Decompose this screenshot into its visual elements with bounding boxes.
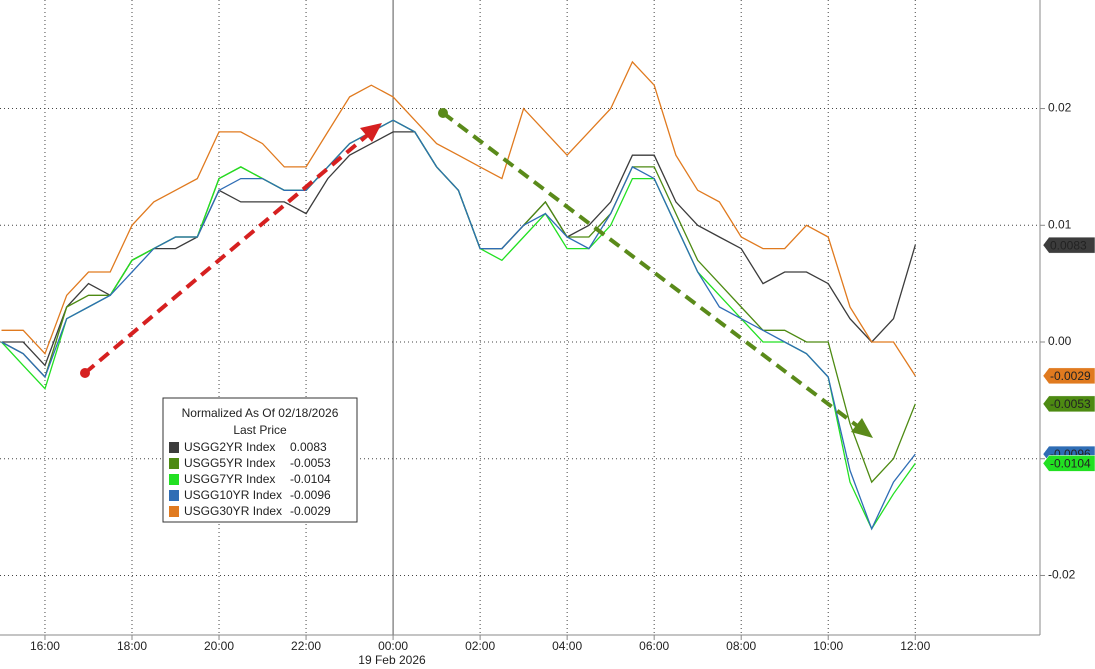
x-tick-label: 06:00 [639,639,669,653]
last-value-label: 0.0083 [1050,238,1087,252]
last-value-label: -0.0029 [1050,369,1091,383]
down-arrow [441,111,862,430]
up-arrow-start [80,368,90,378]
legend-value: -0.0053 [290,456,331,470]
last-value-tag [1042,395,1095,413]
x-tick-label: 02:00 [465,639,495,653]
y-tick-label: -0.02 [1048,568,1076,582]
last-value-tag [1042,236,1095,254]
tag-layer: 0.0083-0.0029-0.0053-0.0096-0.0104 [1042,236,1095,472]
x-tick-label: 20:00 [204,639,234,653]
legend-value: -0.0096 [290,488,331,502]
up-arrow-head [360,123,382,142]
last-value-label: -0.0053 [1050,397,1091,411]
legend-swatch [169,490,179,501]
up-arrow [83,131,372,375]
last-value-tag [1042,455,1095,472]
last-value-tag [1042,367,1095,385]
legend-name: USGG5YR Index [184,456,275,470]
down-arrow-head [851,418,873,438]
x-tick-label: 22:00 [291,639,321,653]
grid-layer: 16:00 18:00 20:00 22:00 00:00 02:00 04:00 06:00… [0,0,1076,653]
legend: Normalized As Of 02/18/2026 Last Price U… [162,397,358,523]
legend-name: USGG2YR Index [184,440,275,454]
x-tick-label: 18:00 [117,639,147,653]
y-tick-label: 0.00 [1048,334,1072,348]
y-tick-label: 0.02 [1048,101,1072,115]
x-sublabel: 19 Feb 2026 [358,653,426,667]
series-line [1,119,916,484]
legend-value: 0.0083 [290,440,327,454]
legend-swatch [169,474,179,485]
series-line [1,119,916,531]
x-tick-label: 10:00 [813,639,843,653]
legend-name: USGG30YR Index [184,504,282,518]
legend-subtitle: Last Price [233,423,287,437]
legend-name: USGG7YR Index [184,472,275,486]
legend-value: -0.0029 [290,504,331,518]
x-tick-label: 12:00 [900,639,930,653]
x-tick-label: 16:00 [30,639,60,653]
legend-title: Normalized As Of 02/18/2026 [182,406,339,420]
legend-swatch [169,458,179,469]
legend-box [162,397,358,523]
series-line [1,119,916,531]
x-tick-label: 04:00 [552,639,582,653]
line-layer [1,60,916,531]
series-line [1,60,916,377]
legend-swatch [169,506,179,517]
legend-value: -0.0104 [290,472,331,486]
legend-name: USGG10YR Index [184,488,282,502]
x-tick-label: 08:00 [726,639,756,653]
last-value-label: -0.0104 [1050,457,1091,471]
down-arrow-start [438,108,448,118]
x-tick-label: 00:00 [378,639,408,653]
y-tick-label: 0.01 [1048,217,1072,231]
legend-swatch [169,442,179,453]
